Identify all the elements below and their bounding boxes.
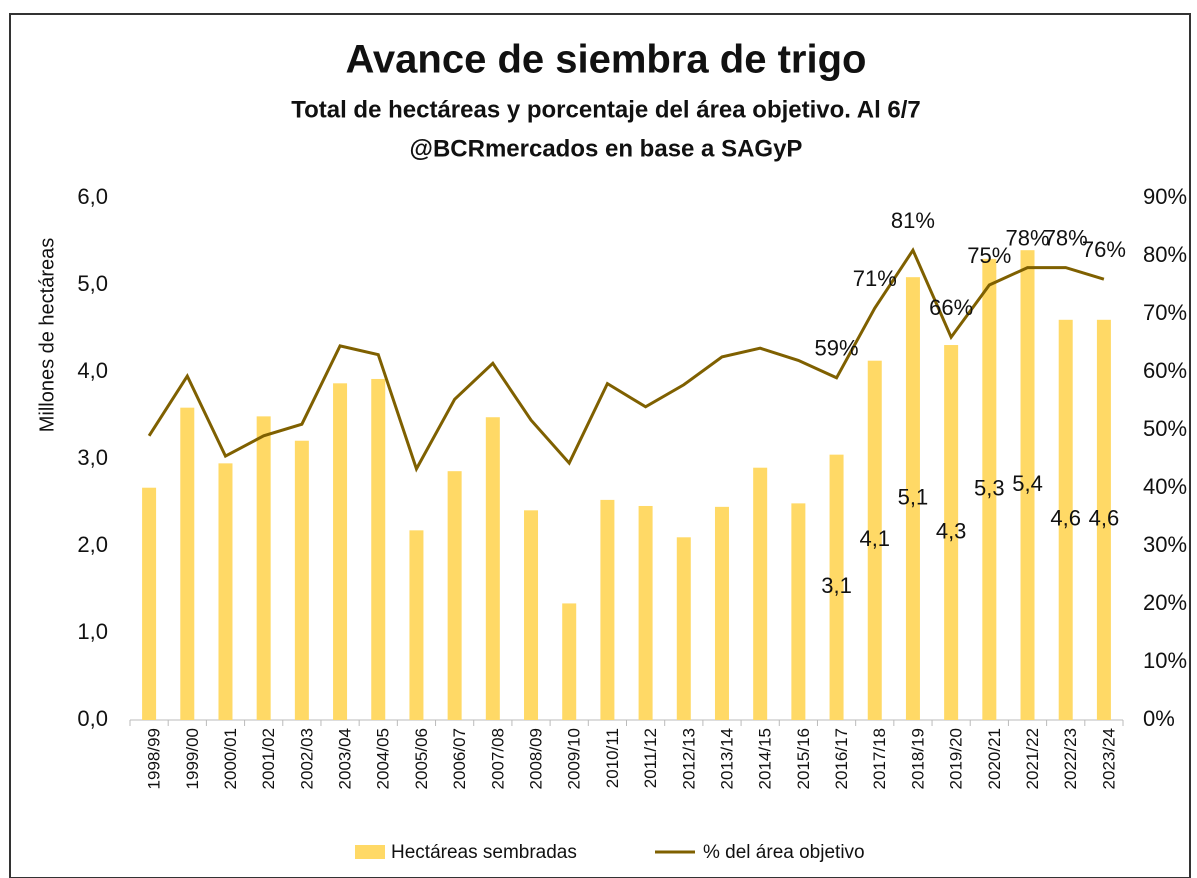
bar [791,503,806,720]
data-label: 66% [929,295,973,320]
data-label: 4,3 [936,518,967,543]
data-label: 78% [1044,225,1088,250]
y-tick-label: 5,0 [77,271,108,296]
x-tick-label: 2004/05 [374,728,393,789]
bar [333,383,348,720]
x-tick-label: 2017/18 [870,728,889,789]
bar [409,530,424,720]
x-tick-label: 2019/20 [947,728,966,789]
bar [485,417,500,720]
data-label: 76% [1082,237,1126,262]
bar [1058,319,1073,720]
data-label: 4,6 [1050,506,1081,531]
bar [142,487,157,720]
y-tick-label: 1,0 [77,619,108,644]
bar [982,258,997,720]
x-tick-label: 2000/01 [221,728,240,789]
bar [524,510,539,720]
data-label: 81% [891,208,935,233]
x-tick-label: 2006/07 [450,728,469,789]
y2-tick-label: 50% [1143,416,1187,441]
y2-tick-label: 30% [1143,532,1187,557]
chart-subtitle: Total de hectáreas y porcentaje del área… [291,96,921,123]
bar [562,603,577,720]
bar [944,345,959,720]
bar [600,499,615,720]
bar [180,407,195,720]
bar [905,277,920,720]
x-tick-label: 2002/03 [297,728,316,789]
x-tick-label: 2009/10 [565,728,584,789]
legend-label: % del área objetivo [703,842,865,863]
bar [867,360,882,720]
bar [829,454,844,720]
x-tick-label: 1998/99 [145,728,164,789]
y2-tick-label: 20% [1143,590,1187,615]
x-tick-label: 2001/02 [259,728,278,789]
x-tick-label: 2018/19 [908,728,927,789]
y-tick-label: 6,0 [77,184,108,209]
x-tick-label: 2005/06 [412,728,431,789]
y-tick-label: 3,0 [77,445,108,470]
bar [447,471,462,720]
y2-tick-label: 40% [1143,474,1187,499]
x-tick-label: 2020/21 [985,728,1004,789]
y2-tick-label: 80% [1143,242,1187,267]
bar [294,440,309,720]
legend-swatch [355,845,385,859]
chart-source: @BCRmercados en base a SAGyP [410,135,803,162]
bar [1096,319,1111,720]
data-label: 4,6 [1089,506,1120,531]
data-label: 5,3 [974,475,1005,500]
bar [676,537,691,720]
y2-tick-label: 70% [1143,300,1187,325]
chart-title: Avance de siembra de trigo [346,38,867,82]
bar [714,506,729,720]
y2-tick-label: 10% [1143,648,1187,673]
x-tick-label: 2012/13 [679,728,698,789]
x-tick-label: 2021/22 [1023,728,1042,789]
y2-tick-label: 90% [1143,184,1187,209]
y-tick-label: 0,0 [77,706,108,731]
y-tick-label: 2,0 [77,532,108,557]
bar [1020,250,1035,720]
legend-label: Hectáreas sembradas [391,842,577,863]
x-tick-label: 2013/14 [717,728,736,789]
bar [638,505,653,720]
x-tick-label: 2010/11 [603,728,622,788]
data-label: 3,1 [821,573,852,598]
x-tick-label: 2022/23 [1061,728,1080,789]
x-tick-label: 2015/16 [794,728,813,789]
bar [256,416,271,720]
bar [218,463,233,720]
data-label: 4,1 [859,526,890,551]
y-tick-label: 4,0 [77,358,108,383]
x-tick-label: 2016/17 [832,728,851,789]
data-label: 71% [853,266,897,291]
line [147,247,1105,473]
x-tick-label: 2003/04 [336,728,355,789]
x-tick-label: 2014/15 [756,728,775,789]
bar [371,378,386,720]
data-label: 5,4 [1012,471,1043,496]
x-tick-label: 2008/09 [527,728,546,789]
x-tick-label: 2023/24 [1099,728,1118,789]
y2-tick-label: 60% [1143,358,1187,383]
x-tick-label: 1999/00 [183,728,202,789]
data-label: 5,1 [898,484,929,509]
bar [753,467,768,720]
x-tick-label: 2007/08 [488,728,507,789]
data-label: 59% [815,336,859,361]
y2-tick-label: 0% [1143,706,1175,731]
y-axis-title: Millones de hectáreas [36,238,58,433]
x-tick-label: 2011/12 [641,728,660,788]
data-label: 75% [967,243,1011,268]
data-label: 78% [1005,225,1049,250]
